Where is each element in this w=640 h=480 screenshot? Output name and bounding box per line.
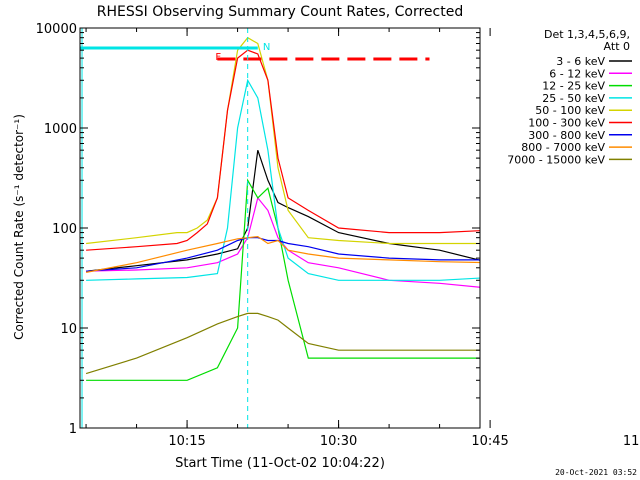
axes: 11010010001000010:1510:3010:4511:0011:15…: [36, 22, 640, 449]
legend-label: 6 - 12 keV: [549, 67, 605, 80]
y-tick-label: 10000: [36, 22, 77, 37]
chart-title: RHESSI Observing Summary Count Rates, Co…: [97, 4, 463, 20]
legend-subtitle: Att 0: [604, 40, 630, 53]
plot-area: FNS: [80, 28, 480, 428]
x-axis-label: Start Time (11-Oct-02 10:04:22): [175, 456, 385, 471]
plot-frame: [79, 27, 481, 429]
legend-label: 100 - 300 keV: [528, 117, 605, 130]
x-tick-label: 10:15: [168, 434, 205, 449]
legend-label: 50 - 100 keV: [535, 104, 605, 117]
legend-label: 800 - 7000 keV: [521, 141, 605, 154]
legend-label: 300 - 800 keV: [528, 129, 605, 142]
legend-label: 25 - 50 keV: [542, 92, 605, 105]
legend-title: Det 1,3,4,5,6,9,: [544, 28, 630, 41]
series-line-5: [86, 49, 480, 251]
legend-label: 3 - 6 keV: [556, 55, 605, 68]
series-line-8: [85, 312, 480, 375]
y-tick-label: 100: [52, 222, 77, 237]
x-tick-label: 11:00: [623, 434, 640, 449]
series-line-6: [86, 237, 480, 272]
series-line-7: [85, 235, 480, 273]
timestamp: 20-Oct-2021 03:52: [555, 468, 637, 477]
series-line-3: [86, 78, 480, 281]
annotation-label-n: N: [263, 42, 270, 53]
series-line-2: [86, 178, 480, 381]
x-tick-label: 10:30: [320, 434, 357, 449]
annotation-label-f: F: [215, 52, 221, 63]
y-tick-label: 1: [69, 422, 77, 437]
y-axis-label: Corrected Count Rate (s⁻¹ detector⁻¹): [12, 114, 26, 340]
legend-label: 7000 - 15000 keV: [507, 153, 605, 166]
y-tick-label: 10: [60, 322, 77, 337]
x-tick-label: 10:45: [471, 434, 508, 449]
legend-label: 12 - 25 keV: [542, 80, 605, 93]
y-tick-label: 1000: [44, 122, 77, 137]
